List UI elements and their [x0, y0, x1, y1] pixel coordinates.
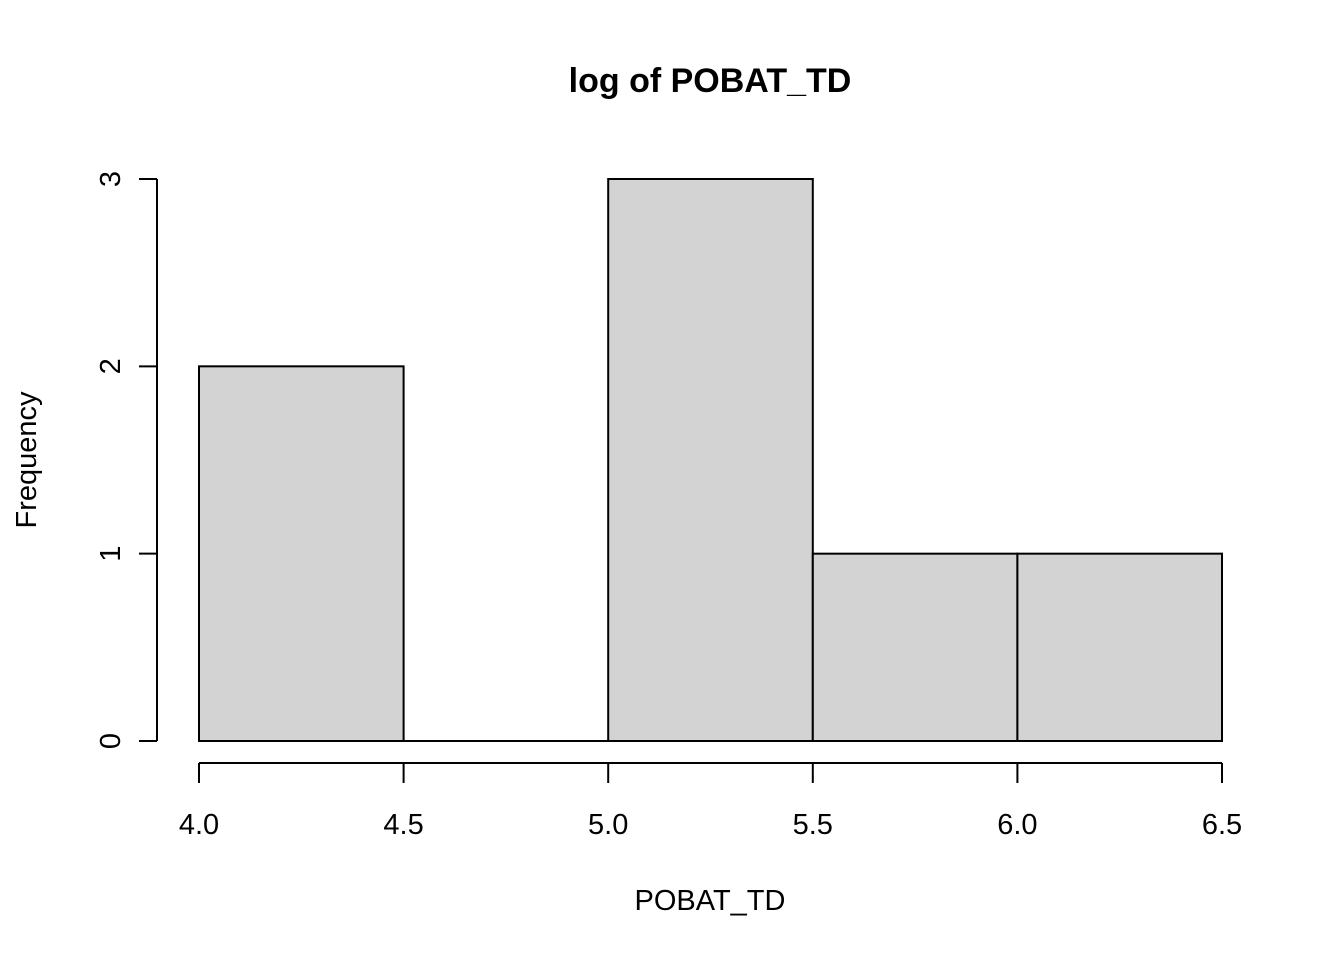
- bars-group: [198, 178, 1224, 743]
- x-tick-label: 5.5: [793, 809, 833, 841]
- x-axis: 4.0 4.5 5.0 5.5 6.0 6.5: [179, 762, 1242, 841]
- y-tick-label: 0: [95, 733, 127, 749]
- x-tick-label: 4.5: [383, 809, 423, 841]
- histogram-bar-3: [811, 552, 1019, 743]
- histogram-bar-4: [1016, 552, 1224, 743]
- histogram-bar-0: [198, 365, 405, 742]
- chart-title: log of POBAT_TD: [569, 62, 852, 100]
- x-axis-label: POBAT_TD: [635, 885, 786, 917]
- y-tick-label: 1: [95, 546, 127, 562]
- x-tick-label: 6.5: [1202, 809, 1242, 841]
- x-tick-label: 5.0: [588, 809, 628, 841]
- y-axis: 0 1 2 3: [95, 171, 158, 749]
- x-tick-label: 6.0: [997, 809, 1037, 841]
- x-tick-label: 4.0: [179, 809, 219, 841]
- y-axis-label: Frequency: [11, 391, 43, 529]
- y-tick-label: 3: [95, 171, 127, 187]
- histogram-bar-2: [607, 178, 814, 742]
- y-tick-label: 2: [95, 358, 127, 374]
